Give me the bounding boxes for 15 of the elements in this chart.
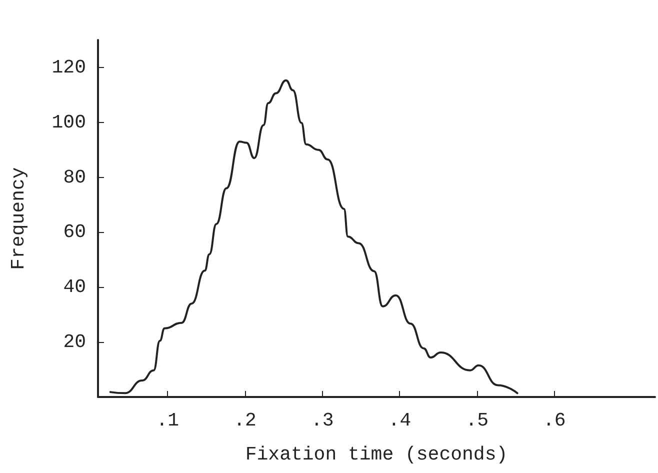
line-series [109,79,518,394]
x-tick-label: .3 [310,410,334,432]
x-tick-label: .6 [543,410,566,432]
x-axis-title: Fixation time (seconds) [245,444,508,466]
x-tick-label: .4 [388,410,412,432]
y-tick-label: 20 [63,331,86,354]
x-tick-label: .1 [156,410,180,432]
y-tick-label: 100 [52,111,86,134]
y-tick-label: 60 [63,221,86,244]
x-tick-label: .2 [234,410,256,432]
y-tick-label: 80 [63,166,86,188]
y-axis-title: Frequency [8,167,30,270]
y-tick-label: 40 [63,276,86,298]
x-tick-label: .5 [466,410,488,432]
y-tick-label: 120 [52,56,86,78]
